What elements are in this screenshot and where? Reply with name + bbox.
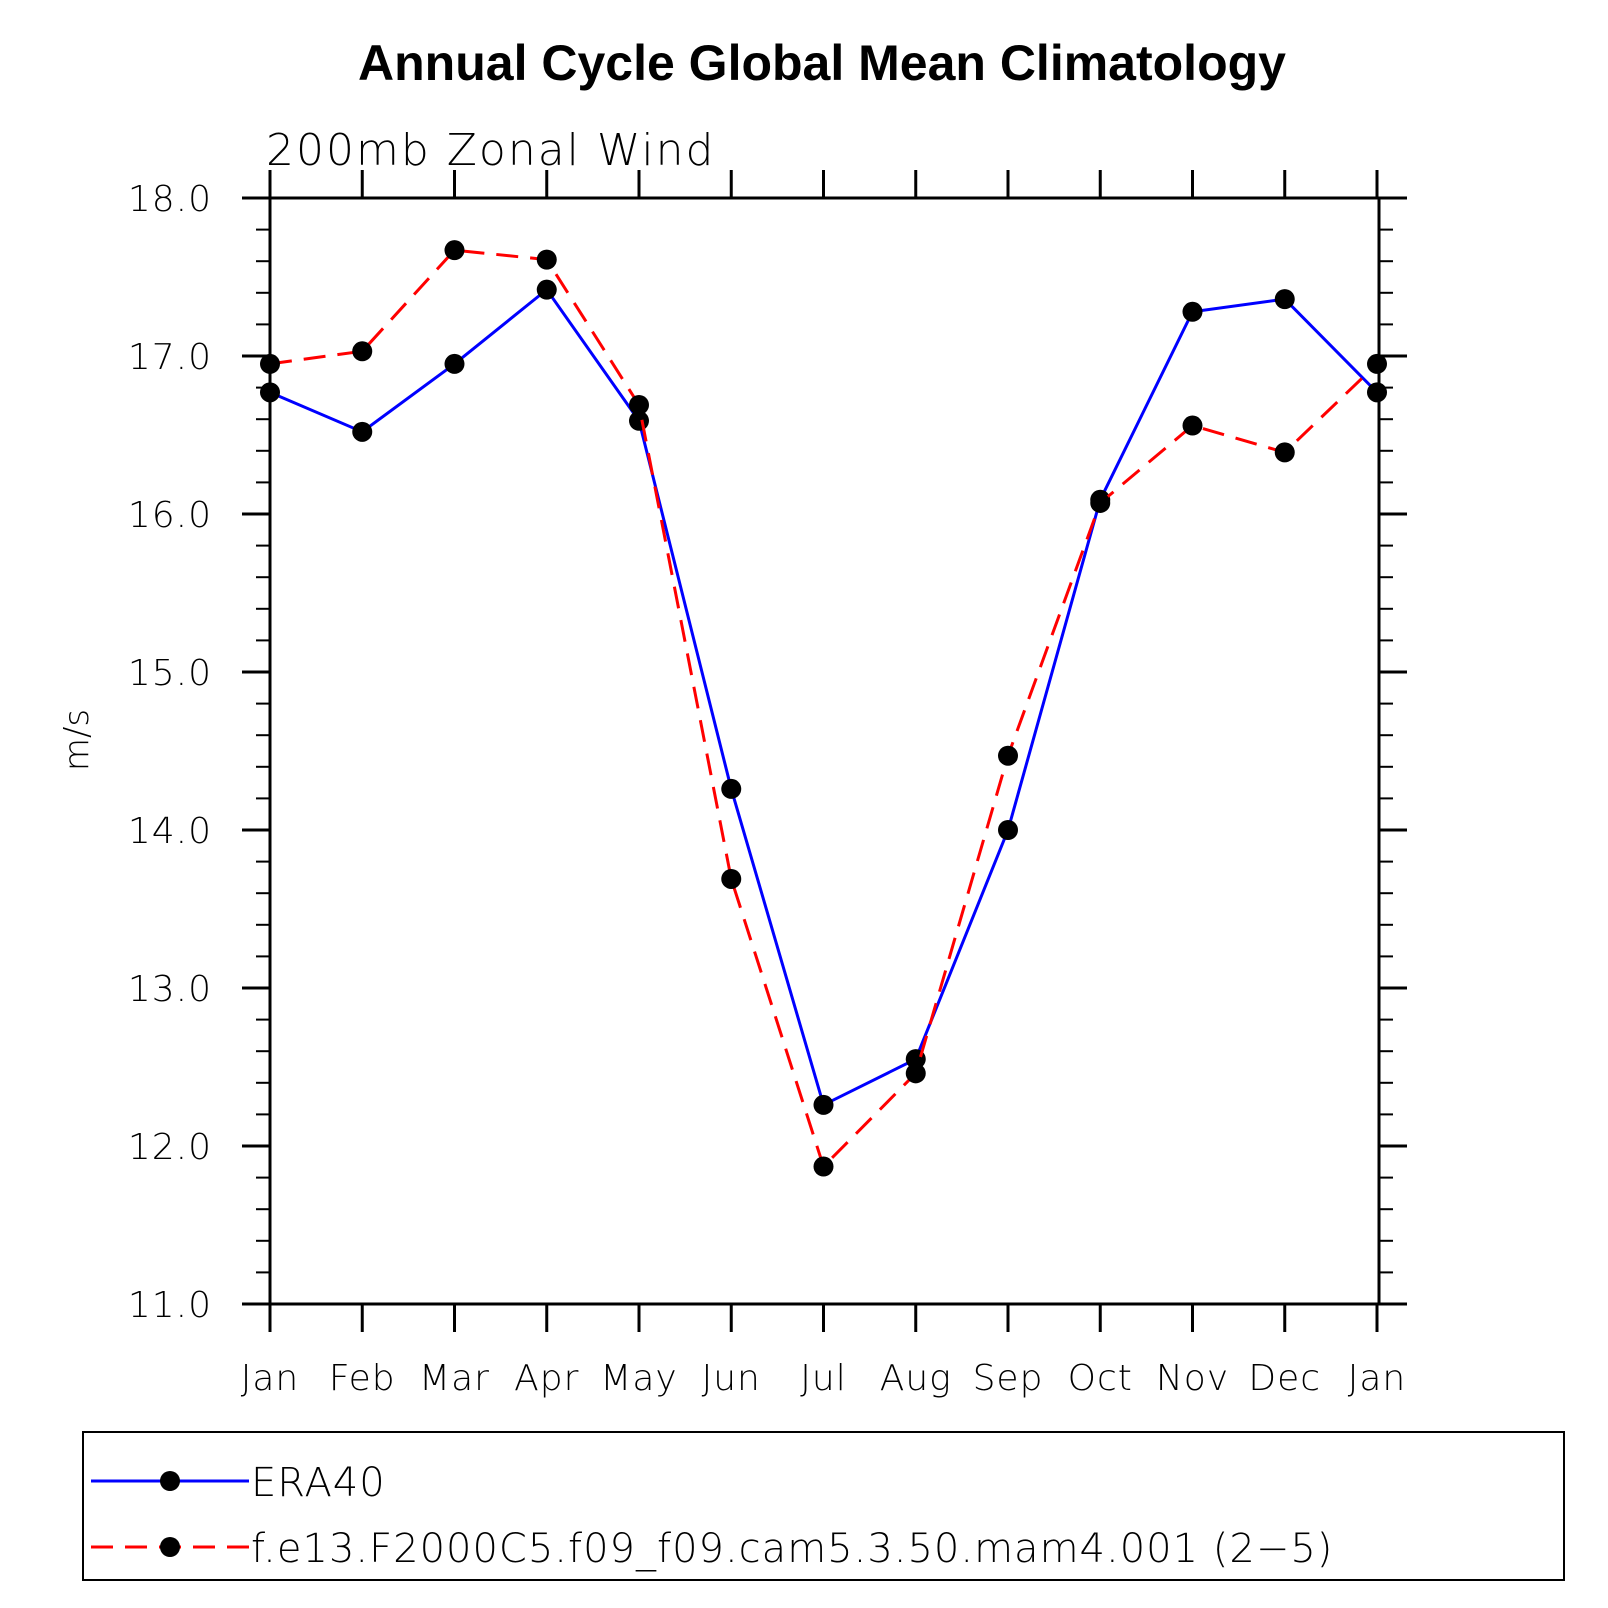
- data-point: [1367, 353, 1387, 374]
- x-tick-label: Sep: [973, 1358, 1044, 1399]
- y-tick-label: 15.0: [128, 653, 212, 694]
- legend-label: f.e13.F2000C5.f09_f09.cam5.3.50.mam4.001…: [251, 1526, 1333, 1572]
- x-tick-label: Jul: [800, 1358, 846, 1399]
- x-tick-label: Jan: [1348, 1358, 1407, 1399]
- data-point: [905, 1063, 926, 1084]
- x-tick-label: Dec: [1248, 1358, 1321, 1399]
- data-point: [721, 868, 742, 889]
- legend: ERA40 f.e13.F2000C5.f09_f09.cam5.3.50.mam…: [82, 1431, 1565, 1581]
- series-2: [260, 240, 1387, 1177]
- x-tick-label: Jan: [241, 1358, 300, 1399]
- plot-frame: [268, 196, 1381, 1306]
- axis-ticks: [242, 170, 1407, 1332]
- x-tick-label: May: [600, 1358, 677, 1399]
- legend-item: f.e13.F2000C5.f09_f09.cam5.3.50.mam4.001…: [91, 1526, 1333, 1572]
- data-point: [1274, 442, 1295, 463]
- data-point: [536, 279, 557, 300]
- y-tick-label: 14.0: [128, 811, 212, 852]
- y-tick-label: 13.0: [128, 969, 212, 1010]
- legend-swatch-marker: [160, 1471, 180, 1491]
- chart-subtitle: 200mb Zonal Wind: [266, 125, 715, 176]
- data-point: [352, 341, 373, 362]
- data-point: [1367, 382, 1387, 403]
- legend-label: ERA40: [251, 1460, 386, 1506]
- y-tick-label: 12.0: [128, 1127, 212, 1168]
- x-tick-label: Oct: [1068, 1358, 1133, 1399]
- legend-swatch-marker: [160, 1537, 180, 1557]
- x-tick-label: Feb: [329, 1358, 396, 1399]
- y-tick-labels: 11.0 12.0 13.0 14.0 15.0 16.0 17.0 18.0: [128, 179, 212, 1326]
- data-point: [721, 778, 742, 799]
- data-point: [629, 394, 649, 415]
- y-tick-label: 16.0: [128, 495, 212, 536]
- y-axis-label: m/s: [57, 709, 97, 771]
- data-point: [813, 1156, 834, 1177]
- legend-item: ERA40: [91, 1460, 386, 1506]
- data-point: [444, 353, 465, 374]
- data-point: [813, 1094, 834, 1115]
- x-tick-label: Mar: [419, 1358, 490, 1399]
- y-tick-label: 17.0: [128, 337, 212, 378]
- x-tick-label: Jun: [702, 1358, 761, 1399]
- data-point: [444, 240, 465, 261]
- legend-box: [82, 1431, 1565, 1581]
- x-tick-labels: Jan Feb Mar Apr May Jun Jul Aug Sep Oct Nov Dec Jan: [241, 1358, 1407, 1399]
- x-tick-label: Apr: [514, 1358, 579, 1399]
- chart-title: Annual Cycle Global Mean Climatology: [358, 35, 1286, 91]
- data-point: [536, 249, 557, 270]
- data-point: [998, 745, 1018, 766]
- y-tick-label: 11.0: [128, 1285, 212, 1326]
- data-point: [352, 421, 373, 442]
- series-line: [269, 248, 1379, 1170]
- data-point: [1274, 289, 1295, 310]
- series-line: [269, 287, 1379, 1108]
- data-point: [998, 820, 1018, 840]
- data-point: [1090, 492, 1111, 513]
- x-tick-label: Aug: [880, 1358, 952, 1399]
- series-layer: [260, 240, 1387, 1177]
- y-tick-label: 18.0: [128, 179, 212, 220]
- x-tick-label: Nov: [1156, 1358, 1229, 1399]
- data-point: [1182, 301, 1203, 322]
- data-point: [1182, 415, 1203, 436]
- series-1: [260, 279, 1387, 1115]
